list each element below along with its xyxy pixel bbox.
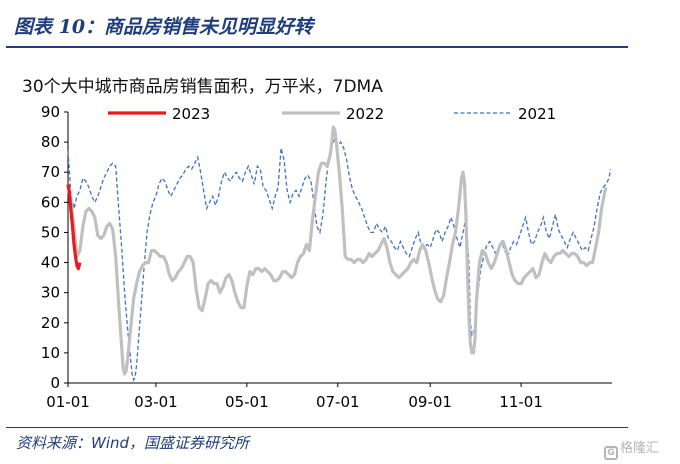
- y-tick-label: 30: [41, 284, 60, 302]
- watermark-text: 格隆汇: [620, 441, 660, 456]
- series-line-2021: [67, 137, 612, 382]
- y-tick-label: 20: [41, 314, 60, 332]
- chart-legend: 2023 2022 2021: [108, 105, 556, 123]
- series-line-2023: [66, 184, 82, 271]
- x-tick-label: 11-01: [499, 393, 543, 411]
- watermark-logo-icon: G: [604, 446, 618, 460]
- source-rule: [6, 427, 628, 428]
- x-tick-label: 03-01: [134, 393, 178, 411]
- y-tick-label: 40: [41, 254, 60, 272]
- chart-lines: [66, 125, 612, 382]
- y-tick-label: 10: [41, 344, 60, 362]
- figure-title: 图表 10：商品房销售未见明显好转: [14, 16, 314, 38]
- watermark: G 格隆汇: [604, 437, 659, 460]
- chart-axes: 0 10 20 30 40 50 60 70 80 90 01-01 03-01 05-01 07-01 0…: [41, 103, 612, 411]
- y-tick-label: 0: [50, 374, 60, 392]
- y-tick-label: 90: [41, 103, 60, 121]
- source-note: 资料来源：Wind，国盛证券研究所: [16, 434, 250, 452]
- legend-label-2021: 2021: [518, 105, 556, 123]
- title-rule: [6, 46, 628, 48]
- chart-subtitle: 30个大中城市商品房销售面积，万平米，7DMA: [22, 77, 383, 97]
- x-tick-label: 05-01: [225, 393, 269, 411]
- x-tick-label: 07-01: [316, 393, 360, 411]
- y-tick-label: 80: [41, 133, 60, 151]
- legend-label-2022: 2022: [346, 105, 384, 123]
- y-tick-label: 70: [41, 163, 60, 181]
- y-tick-label: 60: [41, 193, 60, 211]
- x-tick-label: 09-01: [408, 393, 452, 411]
- legend-label-2023: 2023: [172, 105, 210, 123]
- x-tick-label: 01-01: [46, 393, 90, 411]
- series-line-2022: [66, 125, 608, 376]
- y-tick-label: 50: [41, 223, 60, 241]
